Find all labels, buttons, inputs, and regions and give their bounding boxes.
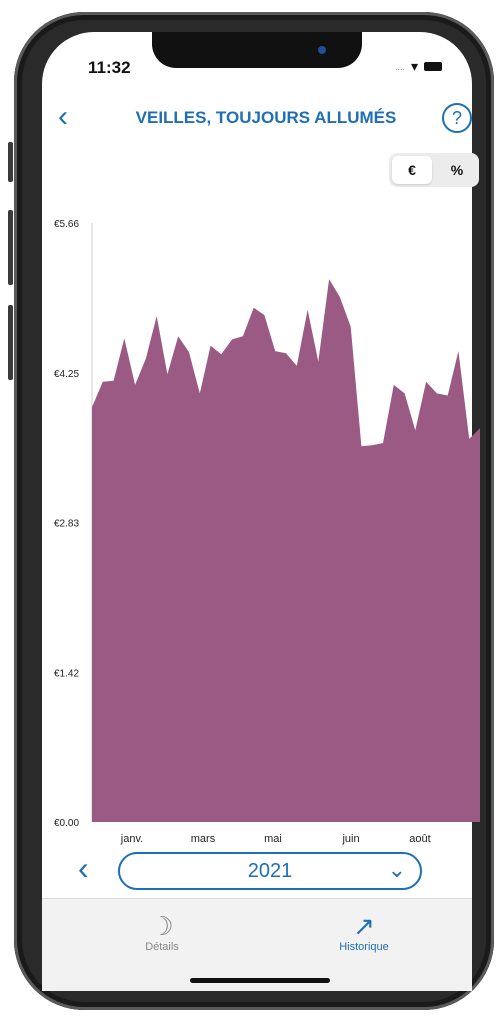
back-button[interactable]: ‹ <box>58 102 68 132</box>
mute-switch <box>8 142 13 182</box>
euro-toggle-button[interactable]: € <box>392 156 432 184</box>
y-tick-label: €1.42 <box>54 668 79 679</box>
x-tick-label: mars <box>191 833 216 845</box>
unit-toggle: € % <box>389 153 479 187</box>
question-icon: ? <box>451 108 462 128</box>
y-tick-label: €2.83 <box>54 519 79 530</box>
x-tick-label: mai <box>264 833 282 845</box>
status-time: 11:32 <box>88 58 131 77</box>
tab-details-label: Détails <box>145 941 179 953</box>
notch <box>152 32 362 68</box>
series-area <box>92 279 480 823</box>
tab-historique[interactable]: ↗ Historique <box>304 911 424 953</box>
signal-dots: .... <box>395 61 406 72</box>
moon-power-icon: ☽ <box>150 911 174 941</box>
status-icons: .... ▾ <box>395 58 443 75</box>
camera-icon <box>318 46 326 54</box>
trend-chart-icon: ↗ <box>353 911 375 941</box>
wifi-icon: ▾ <box>411 58 419 74</box>
page-title: VEILLES, TOUJOURS ALLUMÉS <box>135 108 397 127</box>
year-picker[interactable]: 2021 ⌄ <box>118 852 422 890</box>
tab-historique-label: Historique <box>339 941 389 953</box>
chevron-left-icon: ‹ <box>58 100 68 133</box>
volume-down-button <box>8 305 13 380</box>
tab-bar: ☽ Détails ↗ Historique <box>42 898 472 991</box>
y-tick-label: €0.00 <box>54 818 79 829</box>
x-tick-label: janv. <box>120 833 143 845</box>
consumption-chart: €5.66 €4.25 €2.83 €1.42 €0.00 janv. mars mai jui… <box>54 219 480 845</box>
help-button[interactable]: ? <box>442 103 472 133</box>
home-indicator <box>190 978 330 983</box>
y-tick-label: €4.25 <box>54 369 79 380</box>
prev-year-button[interactable]: ‹ <box>78 852 89 884</box>
volume-up-button <box>8 210 13 285</box>
chevron-left-icon: ‹ <box>78 850 89 886</box>
y-tick-label: €5.66 <box>54 219 79 230</box>
chevron-down-icon: ⌄ <box>387 857 406 882</box>
battery-icon <box>424 62 443 71</box>
tab-details[interactable]: ☽ Détails <box>102 911 222 953</box>
percent-toggle-button[interactable]: % <box>450 162 464 178</box>
x-tick-label: juin <box>341 833 359 845</box>
x-tick-label: août <box>409 833 430 845</box>
year-label: 2021 <box>247 860 293 882</box>
